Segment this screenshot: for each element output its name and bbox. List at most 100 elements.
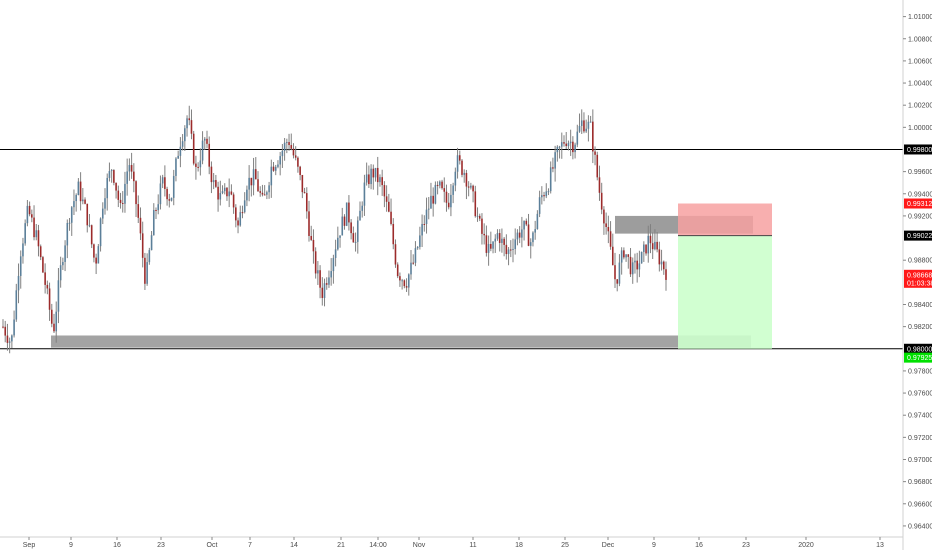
stop-loss-area[interactable] bbox=[678, 203, 772, 236]
candle-body bbox=[188, 118, 191, 121]
candle-body bbox=[592, 121, 594, 152]
candle-body bbox=[421, 223, 423, 236]
candle-body bbox=[654, 241, 656, 250]
candle-body bbox=[454, 171, 457, 186]
candle-body bbox=[146, 262, 148, 284]
candle-body bbox=[532, 232, 534, 243]
y-tick-label: 0.96800 bbox=[908, 479, 932, 486]
candle-body bbox=[117, 190, 120, 200]
candle-body bbox=[93, 244, 95, 258]
candle-body bbox=[565, 143, 568, 147]
candle-body bbox=[119, 199, 122, 204]
y-tick-label: 0.97400 bbox=[908, 413, 932, 420]
y-axis[interactable]: 1.01000 1.00800 1.00600 1.00400 1.00200 1.000… bbox=[902, 0, 932, 550]
candle-body bbox=[399, 276, 401, 281]
candle-body bbox=[496, 233, 499, 239]
candle-body bbox=[656, 241, 658, 250]
candle-body bbox=[587, 121, 590, 129]
candle-body bbox=[503, 238, 505, 245]
candle-body bbox=[46, 284, 49, 289]
candle-body bbox=[212, 180, 215, 183]
x-tick-label: 9 bbox=[69, 542, 73, 549]
candle-body bbox=[157, 204, 160, 211]
short-position-tool[interactable] bbox=[678, 203, 772, 349]
candle-body bbox=[215, 180, 217, 187]
price-tag-countdown: 01:03:38 bbox=[907, 280, 932, 287]
candle-body bbox=[325, 283, 328, 285]
candle-body bbox=[363, 182, 366, 206]
candle-body bbox=[505, 244, 508, 255]
price-tag bbox=[904, 198, 932, 209]
candle-body bbox=[161, 177, 164, 184]
candle-body bbox=[536, 213, 539, 230]
candle-body bbox=[452, 185, 454, 195]
candle-body bbox=[631, 262, 634, 275]
candle-body bbox=[414, 248, 417, 263]
candle-body bbox=[596, 154, 599, 178]
candle-body bbox=[86, 203, 89, 226]
y-tick-label: 0.97200 bbox=[908, 435, 932, 442]
candle-body bbox=[607, 226, 610, 232]
candle-body bbox=[492, 241, 494, 249]
candle-body bbox=[241, 212, 244, 214]
candle-body bbox=[560, 142, 563, 147]
candle-body bbox=[370, 168, 372, 185]
x-tick-label: Oct bbox=[207, 542, 218, 549]
price-tag bbox=[904, 269, 932, 288]
candle-body bbox=[403, 280, 406, 287]
candle-body bbox=[563, 142, 565, 144]
y-tick-label: 0.97600 bbox=[908, 391, 932, 398]
candle-body bbox=[166, 188, 168, 200]
candle-body bbox=[341, 216, 344, 236]
candle-body bbox=[170, 197, 173, 201]
candle-body bbox=[13, 319, 15, 336]
candle-body bbox=[636, 260, 638, 270]
candle-body bbox=[385, 196, 388, 202]
y-tick-label: 0.98400 bbox=[908, 302, 932, 309]
candle-body bbox=[246, 189, 248, 201]
candle-body bbox=[75, 194, 77, 202]
candle-body bbox=[620, 250, 623, 263]
candle-body bbox=[68, 222, 71, 224]
candle-body bbox=[95, 257, 97, 264]
candle-body bbox=[252, 169, 255, 186]
candle-body bbox=[172, 175, 175, 198]
candle-body bbox=[330, 271, 332, 278]
candle-body bbox=[59, 265, 62, 281]
candle-body bbox=[286, 142, 288, 144]
candle-body bbox=[292, 148, 295, 156]
candle-body bbox=[62, 261, 64, 266]
candle-body bbox=[82, 199, 84, 202]
candle-body bbox=[483, 233, 485, 236]
candle-body bbox=[627, 254, 630, 257]
candle-body bbox=[11, 335, 13, 342]
candle-body bbox=[108, 171, 111, 178]
x-axis[interactable]: Sep 9 16 23 Oct 7 14 21 14:00 Nov 11 18 25 Dec 9 16 23 20… bbox=[0, 536, 903, 549]
candle-body bbox=[308, 211, 310, 236]
candle-body bbox=[640, 251, 643, 264]
y-tick-label: 0.96400 bbox=[908, 523, 932, 530]
candle-body bbox=[625, 254, 627, 258]
candle-body bbox=[226, 187, 228, 197]
candle-body bbox=[90, 225, 93, 245]
candle-body bbox=[115, 182, 117, 191]
price-tag-label: 0.99800 bbox=[907, 147, 932, 154]
candle-body bbox=[270, 166, 273, 186]
y-tick-label: 0.98800 bbox=[908, 258, 932, 265]
candle-body bbox=[175, 158, 177, 176]
candle-body bbox=[665, 269, 667, 280]
take-profit-area[interactable] bbox=[678, 235, 772, 349]
candle-body bbox=[184, 128, 186, 142]
candle-body bbox=[159, 183, 162, 205]
candle-body bbox=[396, 264, 399, 277]
candle-body bbox=[24, 223, 26, 244]
candle-body bbox=[490, 244, 492, 249]
candle-body bbox=[436, 184, 439, 186]
candle-body bbox=[97, 246, 100, 264]
candle-body bbox=[401, 280, 403, 282]
candle-body bbox=[547, 191, 550, 193]
candle-body bbox=[605, 223, 607, 227]
candle-body bbox=[70, 207, 73, 223]
